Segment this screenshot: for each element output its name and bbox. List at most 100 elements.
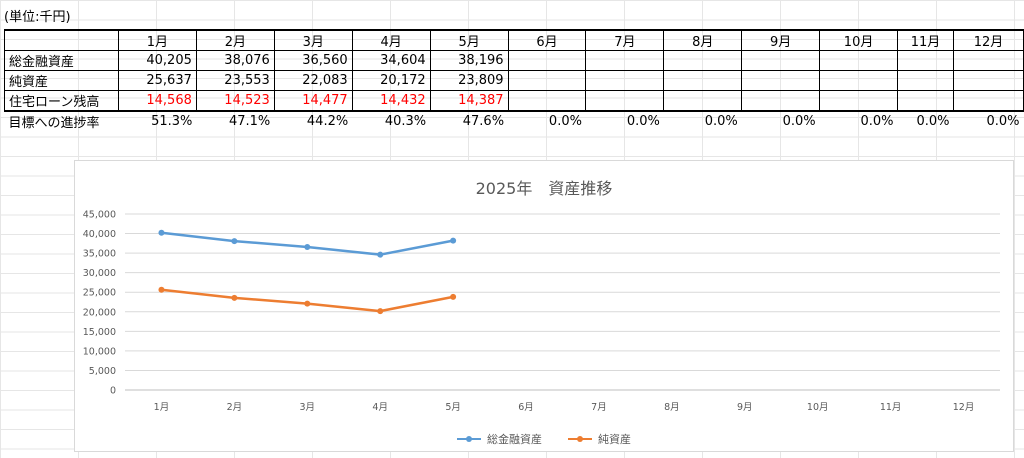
value-cell[interactable]	[952, 90, 1024, 112]
goal-progress-cell[interactable]: 0.0%	[548, 114, 582, 129]
legend-label: 総金融資産	[487, 433, 542, 446]
x-tick-label: 12月	[953, 402, 975, 413]
legend-line-marker-icon	[568, 436, 592, 442]
value-cell[interactable]: 14,432	[351, 90, 431, 112]
value-cell[interactable]: 34,604	[351, 50, 431, 71]
goal-progress-cell[interactable]: 40.3%	[384, 114, 427, 129]
header-blank-cell[interactable]	[4, 29, 119, 51]
month-header-4[interactable]: 4月	[351, 29, 431, 51]
value-cell[interactable]	[741, 90, 821, 112]
goal-progress-cell[interactable]: 0.0%	[626, 114, 660, 129]
x-tick-label: 7月	[591, 402, 607, 413]
data-point[interactable]	[377, 251, 384, 258]
goal-progress-label[interactable]: 目標への進捗率	[8, 116, 100, 131]
value-cell[interactable]	[897, 70, 954, 91]
data-point[interactable]	[377, 308, 384, 315]
value-cell[interactable]	[507, 90, 587, 112]
month-header-5[interactable]: 5月	[429, 29, 509, 51]
data-point[interactable]	[450, 237, 457, 244]
value-cell[interactable]	[952, 70, 1024, 91]
month-header-2[interactable]: 2月	[195, 29, 275, 51]
value-cell[interactable]	[819, 70, 899, 91]
x-tick-label: 2月	[227, 402, 243, 413]
asset-chart[interactable]: 2025年 資産推移 0 5,000 10,000 15,000 20,000 25,00…	[74, 160, 1014, 452]
value-cell[interactable]: 36,560	[273, 50, 353, 71]
month-header-3[interactable]: 3月	[273, 29, 353, 51]
value-cell[interactable]	[952, 50, 1024, 71]
data-point[interactable]	[158, 286, 165, 293]
value-cell[interactable]: 38,076	[195, 50, 275, 71]
table-row: 純資産 25,637 23,553 22,083 20,172 23,809	[4, 70, 1024, 91]
x-tick-label: 9月	[737, 402, 753, 413]
value-cell[interactable]: 14,568	[117, 90, 197, 112]
value-cell[interactable]: 40,205	[117, 50, 197, 71]
goal-progress-cell[interactable]: 44.2%	[306, 114, 349, 129]
asset-table: 1月 2月 3月 4月 5月 6月 7月 8月 9月 10月 11月 12月 総金融資産 40,205 38…	[4, 29, 1024, 131]
value-cell[interactable]	[507, 70, 587, 91]
value-cell[interactable]: 20,172	[351, 70, 431, 91]
goal-progress-cell[interactable]: 51.3%	[151, 114, 193, 129]
value-cell[interactable]	[741, 70, 821, 91]
chart-title: 2025年 資産推移	[475, 179, 613, 198]
goal-progress-cell[interactable]: 0.0%	[916, 114, 950, 129]
data-point[interactable]	[231, 238, 238, 245]
month-header-6[interactable]: 6月	[507, 29, 587, 51]
chart-legend: 総金融資産 純資産	[75, 431, 1013, 447]
value-cell[interactable]	[585, 90, 665, 112]
y-tick-label: 15,000	[83, 327, 116, 338]
legend-item[interactable]: 総金融資産	[457, 431, 542, 447]
data-point[interactable]	[304, 244, 311, 251]
value-cell[interactable]	[819, 50, 899, 71]
row-label[interactable]: 住宅ローン残高	[4, 90, 119, 112]
value-cell[interactable]	[663, 50, 743, 71]
series-line[interactable]	[161, 288, 454, 313]
goal-progress-cell[interactable]: 0.0%	[704, 114, 738, 129]
row-label[interactable]: 総金融資産	[4, 50, 119, 71]
value-cell[interactable]	[663, 70, 743, 91]
value-cell[interactable]	[585, 70, 665, 91]
x-tick-label: 11月	[880, 402, 902, 413]
goal-progress-cell[interactable]: 47.1%	[228, 114, 271, 129]
value-cell[interactable]: 25,637	[117, 70, 197, 91]
month-header-11[interactable]: 11月	[897, 29, 954, 51]
value-cell[interactable]: 14,523	[195, 90, 275, 112]
chart-plot-area: 0 5,000 10,000 15,000 20,000 25,000 30,000 35,0…	[83, 210, 1000, 413]
x-tick-label: 4月	[372, 402, 388, 413]
value-cell[interactable]	[897, 90, 954, 112]
value-cell[interactable]: 38,196	[429, 50, 509, 71]
data-point[interactable]	[450, 293, 457, 300]
legend-item[interactable]: 純資産	[568, 431, 631, 447]
month-header-10[interactable]: 10月	[819, 29, 899, 51]
month-header-8[interactable]: 8月	[663, 29, 743, 51]
month-header-1[interactable]: 1月	[117, 29, 197, 51]
goal-progress-cell[interactable]: 0.0%	[986, 114, 1020, 129]
value-cell[interactable]	[819, 90, 899, 112]
y-tick-label: 20,000	[83, 307, 116, 318]
value-cell[interactable]	[897, 50, 954, 71]
value-cell[interactable]: 14,477	[273, 90, 353, 112]
y-tick-label: 10,000	[83, 346, 116, 357]
data-point[interactable]	[231, 294, 238, 301]
month-header-7[interactable]: 7月	[585, 29, 665, 51]
value-cell[interactable]	[507, 50, 587, 71]
value-cell[interactable]: 14,387	[429, 90, 509, 112]
series-line[interactable]	[161, 231, 454, 256]
data-point[interactable]	[304, 300, 311, 307]
month-header-9[interactable]: 9月	[741, 29, 821, 51]
x-tick-label: 1月	[154, 402, 170, 413]
goal-progress-cell[interactable]: 0.0%	[782, 114, 816, 129]
value-cell[interactable]: 23,553	[195, 70, 275, 91]
data-point[interactable]	[158, 229, 165, 236]
y-tick-label: 35,000	[83, 249, 116, 260]
value-cell[interactable]	[585, 50, 665, 71]
y-tick-label: 30,000	[83, 268, 116, 279]
goal-progress-cell[interactable]: 47.6%	[462, 114, 505, 129]
value-cell[interactable]	[741, 50, 821, 71]
value-cell[interactable]	[663, 90, 743, 112]
goal-progress-cell[interactable]: 0.0%	[860, 114, 894, 129]
value-cell[interactable]: 22,083	[273, 70, 353, 91]
month-header-12[interactable]: 12月	[952, 29, 1024, 51]
value-cell[interactable]: 23,809	[429, 70, 509, 91]
y-tick-label: 0	[110, 386, 116, 397]
row-label[interactable]: 純資産	[4, 70, 119, 91]
